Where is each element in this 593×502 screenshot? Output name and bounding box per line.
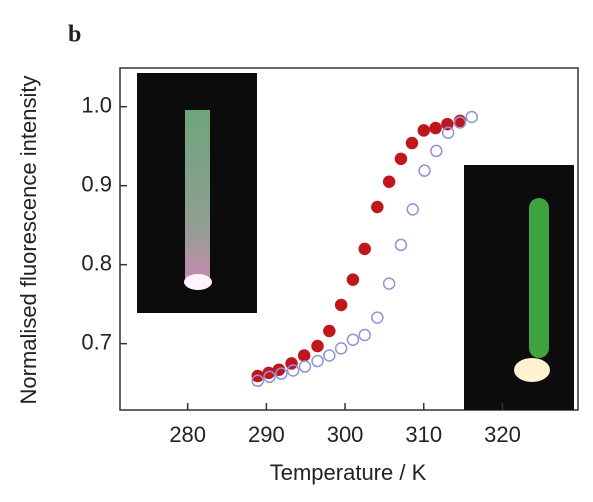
x-tick-label: 320 <box>484 422 521 447</box>
data-point <box>334 298 348 312</box>
inset-right <box>464 165 574 410</box>
y-tick-label: 1.0 <box>81 93 112 118</box>
data-point <box>441 117 454 131</box>
data-point <box>311 339 324 353</box>
data-point <box>346 273 360 286</box>
data-point <box>429 121 442 135</box>
data-point <box>346 333 360 346</box>
data-point <box>382 175 396 188</box>
inset-left <box>137 73 257 313</box>
data-point <box>251 369 264 383</box>
data-point <box>298 360 312 373</box>
x-tick-label: 280 <box>169 422 206 447</box>
data-point <box>465 110 479 124</box>
data-point <box>311 354 324 368</box>
data-point <box>394 238 408 252</box>
y-axis-label: Normalised fluorescence intensity <box>16 76 41 405</box>
data-point <box>453 116 467 129</box>
panel-label: b <box>68 22 81 48</box>
data-point <box>323 324 336 338</box>
data-point <box>406 203 419 216</box>
plot-frame <box>119 67 579 411</box>
data-point <box>405 136 419 150</box>
x-axis-label: Temperature / K <box>270 460 427 485</box>
data-point <box>323 349 336 362</box>
data-point <box>263 370 276 384</box>
x-tick-label: 290 <box>248 422 285 447</box>
data-point <box>430 144 443 158</box>
data-point <box>358 242 371 256</box>
y-tick-label: 0.9 <box>81 171 112 196</box>
data-point <box>382 277 396 290</box>
data-point <box>441 126 455 140</box>
data-point <box>358 328 371 342</box>
data-point <box>251 374 264 388</box>
y-tick-label: 0.8 <box>81 250 112 275</box>
data-point <box>417 124 431 137</box>
x-tick-label: 300 <box>327 422 364 447</box>
data-point <box>371 200 384 214</box>
data-point <box>286 364 300 377</box>
data-point <box>418 164 431 177</box>
data-point <box>334 342 348 355</box>
data-point <box>371 311 384 324</box>
y-tick-label: 0.7 <box>81 329 112 354</box>
x-tick-label: 310 <box>405 422 442 447</box>
data-point <box>285 357 298 370</box>
data-point <box>297 349 311 362</box>
data-point <box>275 367 288 380</box>
data-point <box>394 152 408 166</box>
